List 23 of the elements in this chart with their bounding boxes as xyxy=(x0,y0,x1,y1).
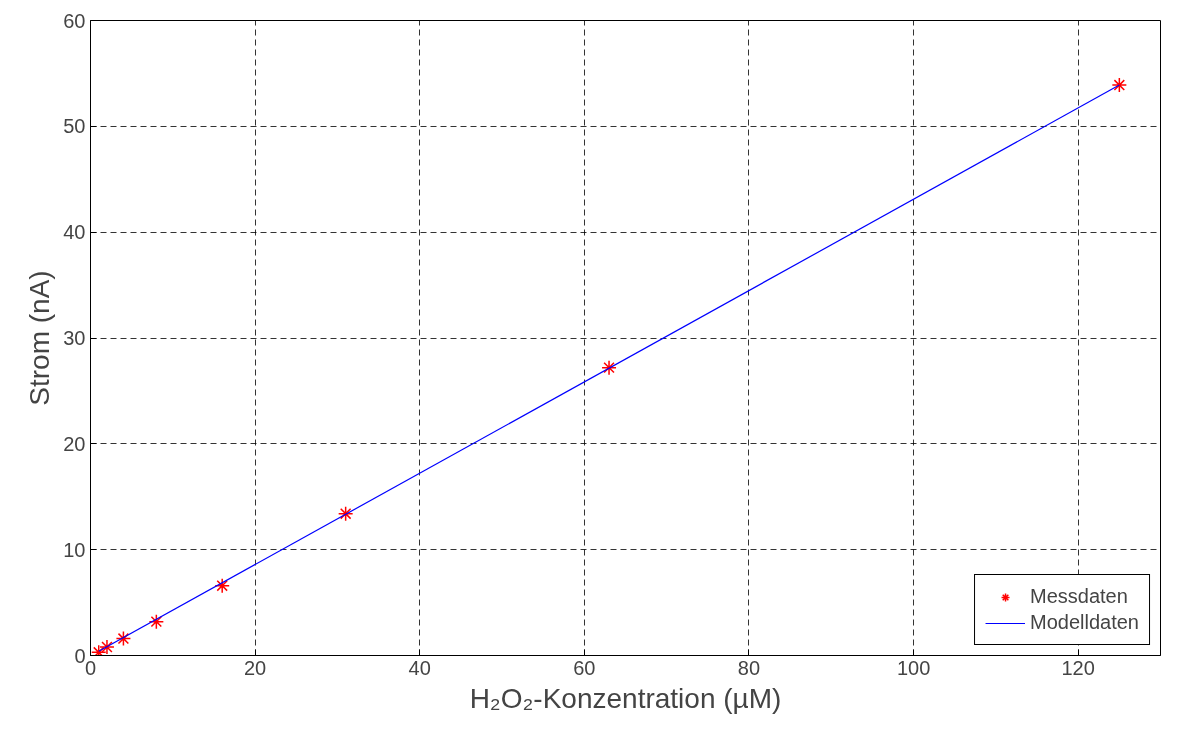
x-tick-label: 120 xyxy=(1061,656,1095,679)
legend-label: Messdaten xyxy=(1030,585,1128,608)
x-tick-label: 80 xyxy=(737,656,761,679)
y-tick-label: 40 xyxy=(63,221,86,244)
x-tick-label: 60 xyxy=(573,656,596,679)
y-tick-label: 50 xyxy=(63,115,86,138)
y-tick-label: 60 xyxy=(63,9,86,32)
point xyxy=(1111,77,1128,93)
point xyxy=(99,639,115,655)
x-tick-label: 40 xyxy=(408,656,431,679)
x-axis-title: H₂O₂-Konzentration (µM) xyxy=(469,682,782,714)
y-axis-title: Strom (nA) xyxy=(24,270,56,406)
point xyxy=(115,630,132,647)
y-tick-label: 30 xyxy=(63,327,86,349)
point xyxy=(337,505,354,522)
y-tick-label: 20 xyxy=(63,432,86,455)
x-tick-label: 20 xyxy=(243,656,267,679)
point xyxy=(148,613,165,630)
x-tick-label: 100 xyxy=(896,656,931,679)
y-tick-label: 10 xyxy=(63,538,86,561)
point xyxy=(601,359,617,376)
point xyxy=(214,577,230,594)
legend-label: Modelldaten xyxy=(1030,611,1139,634)
